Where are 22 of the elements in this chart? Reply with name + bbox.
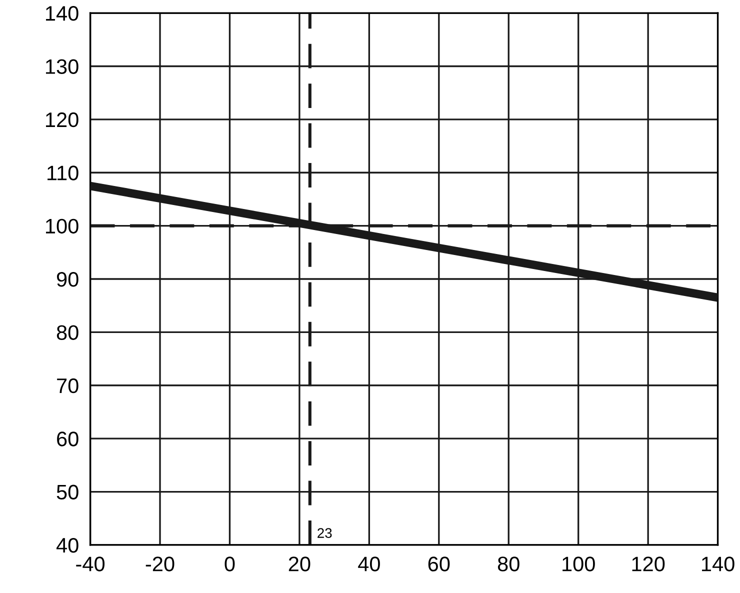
x-tick-label: 60 bbox=[428, 556, 450, 572]
x-tick-label: 100 bbox=[562, 556, 595, 572]
y-tick-label: 90 bbox=[56, 272, 78, 287]
y-tick-label: 100 bbox=[46, 218, 78, 234]
ref-line-label: 23 bbox=[318, 528, 332, 538]
y-tick-label: 140 bbox=[46, 6, 78, 21]
x-tick-label: -40 bbox=[76, 556, 105, 572]
x-tick-label: 80 bbox=[498, 556, 520, 572]
y-tick-label: 60 bbox=[57, 432, 78, 446]
y-tick-label: 70 bbox=[57, 378, 78, 394]
x-tick-label: 40 bbox=[358, 556, 380, 572]
x-tick-label: 0 bbox=[224, 556, 235, 572]
y-tick-label: 110 bbox=[48, 166, 78, 180]
y-tick-label: 120 bbox=[46, 112, 78, 128]
x-tick-label: 120 bbox=[632, 556, 665, 572]
y-tick-label: 50 bbox=[56, 484, 78, 500]
y-tick-label: 130 bbox=[46, 59, 78, 74]
x-tick-label: 20 bbox=[288, 556, 310, 572]
y-tick-label: 80 bbox=[56, 325, 78, 340]
x-tick-label: -20 bbox=[146, 556, 174, 572]
y-tick-label: 40 bbox=[56, 538, 78, 553]
x-tick-label: 140 bbox=[702, 556, 734, 572]
